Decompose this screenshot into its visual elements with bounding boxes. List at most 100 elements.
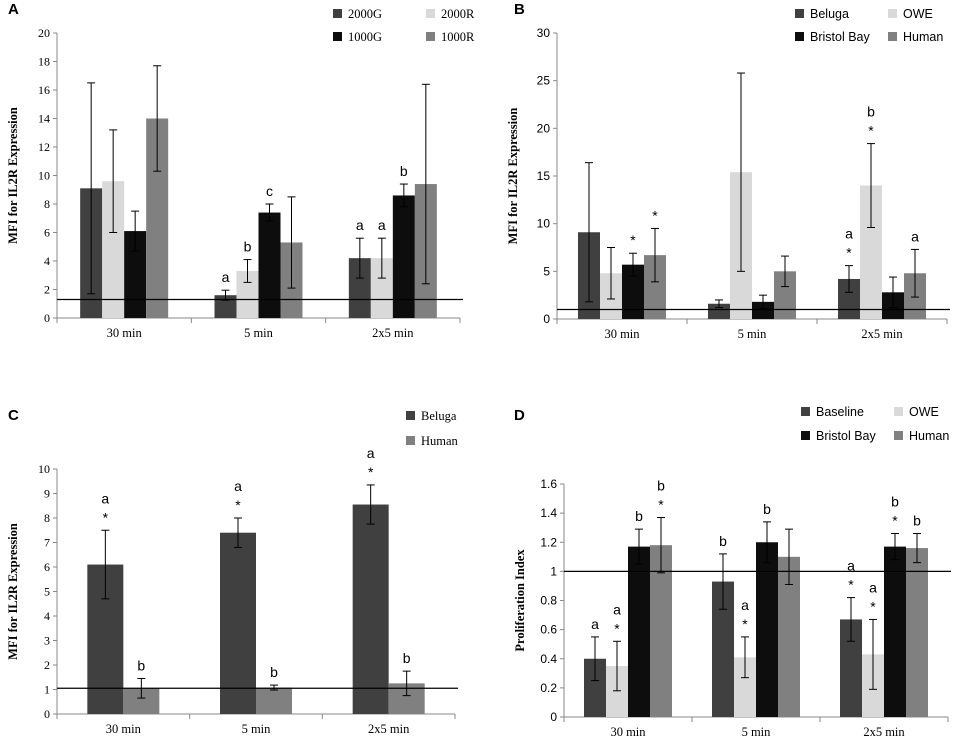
legend-label: Beluga xyxy=(421,409,457,423)
y-tick-label: 5 xyxy=(44,585,50,599)
legend-swatch xyxy=(426,9,435,18)
y-tick-label: 20 xyxy=(537,121,551,135)
legend-swatch xyxy=(795,32,804,41)
bar xyxy=(348,258,371,318)
x-tick-label: 2x5 min xyxy=(372,326,414,340)
legend-label: Human xyxy=(909,429,949,443)
bar xyxy=(778,556,800,717)
bar xyxy=(712,581,734,717)
y-tick-label: 0 xyxy=(543,312,550,326)
y-tick-label: 18 xyxy=(38,55,50,69)
significance-label: a xyxy=(591,616,599,632)
significance-label: b xyxy=(137,657,145,673)
x-tick-label: 5 min xyxy=(742,725,772,739)
legend-swatch xyxy=(894,431,903,440)
bar xyxy=(774,271,796,319)
y-tick-label: 1 xyxy=(550,564,557,578)
legend-swatch xyxy=(333,32,342,41)
legend-label: Bristol Bay xyxy=(810,30,870,44)
y-tick-label: 10 xyxy=(38,169,50,183)
significance-label: * xyxy=(614,620,620,636)
significance-label: a xyxy=(845,226,853,242)
significance-label: b xyxy=(891,494,899,510)
bar xyxy=(258,212,281,318)
legend-swatch xyxy=(406,411,415,420)
bar xyxy=(220,532,256,714)
significance-label: * xyxy=(868,123,874,139)
significance-label: * xyxy=(368,464,374,480)
significance-label: b xyxy=(657,477,665,493)
y-axis-label: Proliferation Index xyxy=(513,549,527,652)
y-tick-label: 0 xyxy=(550,710,557,724)
legend-swatch xyxy=(426,32,435,41)
significance-label: * xyxy=(846,245,852,261)
legend-swatch xyxy=(801,407,810,416)
legend-label: OWE xyxy=(903,7,933,21)
legend-swatch xyxy=(801,431,810,440)
bar xyxy=(644,255,666,319)
significance-label: * xyxy=(652,207,658,223)
legend-label: 1000R xyxy=(441,30,475,44)
x-tick-label: 2x5 min xyxy=(863,725,905,739)
y-tick-label: 14 xyxy=(38,112,50,126)
bar xyxy=(884,546,906,717)
y-tick-label: 6 xyxy=(44,560,50,574)
significance-label: * xyxy=(235,497,241,513)
panel-letter: C xyxy=(8,407,19,424)
significance-label: a xyxy=(847,558,855,574)
y-tick-label: 25 xyxy=(537,74,551,88)
significance-label: a xyxy=(613,601,621,617)
significance-label: a xyxy=(101,490,109,506)
y-tick-label: 8 xyxy=(44,197,50,211)
significance-label: a xyxy=(911,228,919,244)
bar xyxy=(256,687,292,714)
legend-swatch xyxy=(333,9,342,18)
bar xyxy=(392,195,415,318)
significance-label: * xyxy=(658,496,664,512)
legend-label: Beluga xyxy=(810,7,849,21)
y-tick-label: 2 xyxy=(44,283,50,297)
legend-swatch xyxy=(888,9,897,18)
significance-label: * xyxy=(892,513,898,529)
bar xyxy=(650,545,672,717)
y-tick-label: 6 xyxy=(44,226,50,240)
y-tick-label: 5 xyxy=(543,264,550,278)
bar xyxy=(734,657,756,717)
x-tick-label: 30 min xyxy=(604,327,640,341)
significance-label: b xyxy=(635,508,643,524)
x-tick-label: 2x5 min xyxy=(368,722,410,736)
legend-swatch xyxy=(795,9,804,18)
y-tick-label: 1.6 xyxy=(540,477,557,491)
y-axis-label: MFI for IL2R Expression xyxy=(506,108,520,245)
y-axis-label: MFI for IL2R Expression xyxy=(6,107,20,244)
panel-b: B MFI for IL2R Expression 0 5 10 15 20 25 30 30 m… xyxy=(506,1,950,341)
legend-label: OWE xyxy=(909,405,939,419)
y-tick-label: 0.6 xyxy=(540,623,557,637)
legend-label: 1000G xyxy=(348,30,382,44)
y-tick-label: 20 xyxy=(38,26,50,40)
significance-label: b xyxy=(719,533,727,549)
bar xyxy=(756,542,778,717)
bar xyxy=(840,619,862,717)
significance-label: c xyxy=(266,183,273,199)
bar xyxy=(124,231,147,318)
bar xyxy=(214,295,237,318)
significance-label: b xyxy=(867,104,875,120)
bar xyxy=(236,270,259,318)
panel-letter: A xyxy=(8,1,19,18)
bar xyxy=(708,303,730,319)
y-tick-label: 7 xyxy=(44,536,50,550)
y-tick-label: 15 xyxy=(537,169,551,183)
bar xyxy=(628,546,650,717)
y-tick-label: 0.8 xyxy=(540,594,557,608)
bar xyxy=(752,301,774,319)
panel-letter: B xyxy=(514,1,525,18)
significance-label: b xyxy=(270,664,278,680)
y-tick-label: 10 xyxy=(38,462,50,476)
x-tick-label: 5 min xyxy=(244,326,274,340)
panel-letter: D xyxy=(514,407,525,424)
bar xyxy=(370,258,393,318)
significance-label: * xyxy=(848,577,854,593)
y-tick-label: 30 xyxy=(537,26,551,40)
